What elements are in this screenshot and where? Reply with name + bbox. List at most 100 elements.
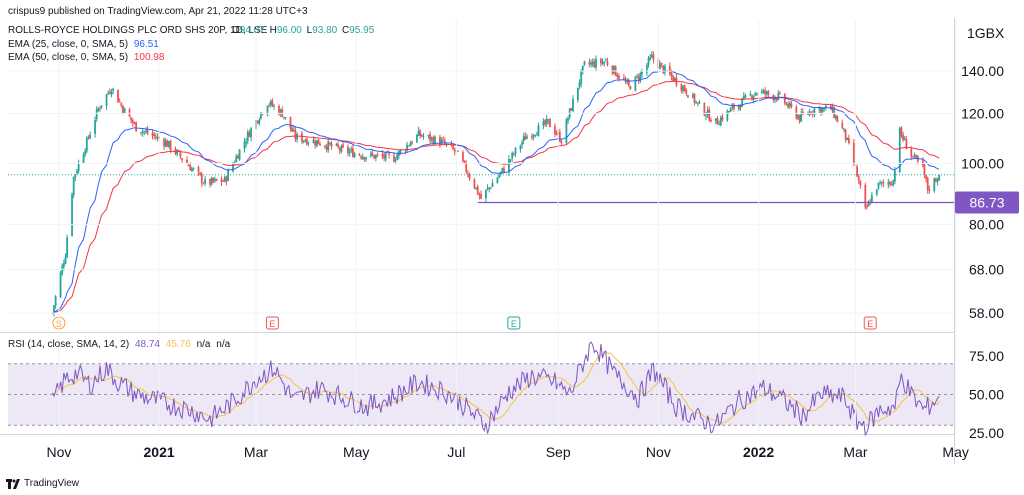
candle-body (928, 189, 931, 191)
candle (97, 106, 100, 113)
candle-body (613, 65, 615, 74)
ema25-legend[interactable]: EMA (25, close, 0, SMA, 5) 96.51 (8, 39, 159, 50)
candle (703, 102, 706, 117)
event-marker-earnings[interactable]: E (265, 316, 279, 330)
price-pane[interactable] (8, 20, 954, 331)
candle (243, 137, 246, 153)
candle (427, 134, 430, 139)
ema50-legend[interactable]: EMA (50, close, 0, SMA, 5) 100.98 (8, 52, 165, 63)
candle (706, 106, 709, 119)
candle-body (373, 154, 376, 159)
candle-body (616, 74, 619, 77)
candle-body (774, 97, 776, 100)
candle-body (260, 112, 262, 119)
candle-body (680, 84, 683, 91)
candle-body (197, 167, 200, 173)
candle-body (627, 80, 630, 86)
candle-body (893, 170, 896, 182)
candle (580, 68, 583, 88)
candle-body (335, 143, 338, 146)
candle-body (289, 116, 292, 129)
candle-body (350, 149, 353, 151)
candle-body (867, 201, 870, 207)
candle-body (647, 57, 650, 65)
candle (406, 141, 408, 152)
candle (836, 115, 839, 123)
candle (567, 116, 569, 124)
candle (844, 129, 847, 143)
candle (273, 104, 275, 110)
symbol-title: ROLLS-ROYCE HOLDINGS PLC ORD SHS 20P, 1D… (8, 25, 268, 36)
candle (468, 172, 471, 181)
candle-body (645, 65, 648, 73)
candle-body (650, 54, 653, 58)
candle-body (358, 153, 361, 156)
candle-body (376, 153, 379, 155)
candle-body (407, 145, 410, 147)
candle (627, 78, 630, 88)
candle (696, 102, 699, 107)
candle-body (294, 129, 297, 140)
candle (604, 58, 607, 62)
candle (407, 145, 410, 147)
candle-body (273, 105, 275, 107)
candle (95, 106, 98, 122)
candle-body (775, 98, 778, 101)
candle-body (606, 61, 609, 66)
candle-body (480, 194, 482, 199)
footer[interactable]: TradingView (6, 478, 79, 489)
price-tick-label: 58.00 (969, 305, 1004, 321)
candle-body (754, 93, 757, 96)
candle-body (416, 134, 418, 143)
close-value: 95.95 (349, 25, 374, 36)
candle (496, 176, 499, 184)
event-marker-earnings[interactable]: E (507, 316, 521, 330)
candle-body (691, 94, 694, 98)
candle-body (859, 180, 862, 186)
rsi-value: 48.74 (135, 339, 160, 350)
candle-body (353, 153, 356, 158)
candle (797, 113, 799, 121)
candle (903, 135, 906, 141)
candle (284, 116, 287, 120)
candle-body (915, 155, 918, 158)
candle (649, 54, 652, 62)
earnings-marker-box (863, 316, 877, 330)
candle (235, 154, 238, 163)
candle-body (672, 75, 675, 82)
candle-body (307, 142, 310, 144)
high-label: H (270, 25, 277, 36)
candle (361, 153, 364, 160)
candle-body (742, 95, 745, 99)
candle-body (179, 151, 182, 157)
candle-body (118, 101, 121, 103)
candle (593, 58, 596, 69)
event-marker-letter: E (867, 319, 873, 329)
candle-body (629, 86, 632, 90)
currency-badge[interactable] (961, 21, 1019, 45)
candle (192, 167, 195, 171)
candle-body (857, 176, 860, 181)
candle-body (938, 174, 941, 181)
support-price-badge[interactable] (955, 191, 1019, 214)
candle (629, 85, 632, 90)
time-tick-label: Nov (646, 444, 671, 460)
event-marker-earnings[interactable]: E (863, 316, 877, 330)
rsi-legend[interactable]: RSI (14, close, SMA, 14, 2) 48.74 45.76 … (8, 339, 231, 350)
candle-body (719, 117, 722, 126)
candle-body (363, 157, 366, 160)
candle-body (312, 139, 315, 143)
candle-body (537, 125, 540, 136)
candle (222, 179, 225, 182)
candle-body (74, 174, 77, 178)
candle (122, 105, 124, 115)
time-tick-label: 2022 (743, 444, 774, 460)
candle-body (764, 90, 767, 95)
candle-body (156, 136, 159, 139)
candle-body (439, 137, 441, 146)
candle-body (813, 108, 816, 115)
candle-body (330, 143, 333, 147)
candle (637, 73, 640, 85)
footer-brand: TradingView (24, 478, 80, 489)
